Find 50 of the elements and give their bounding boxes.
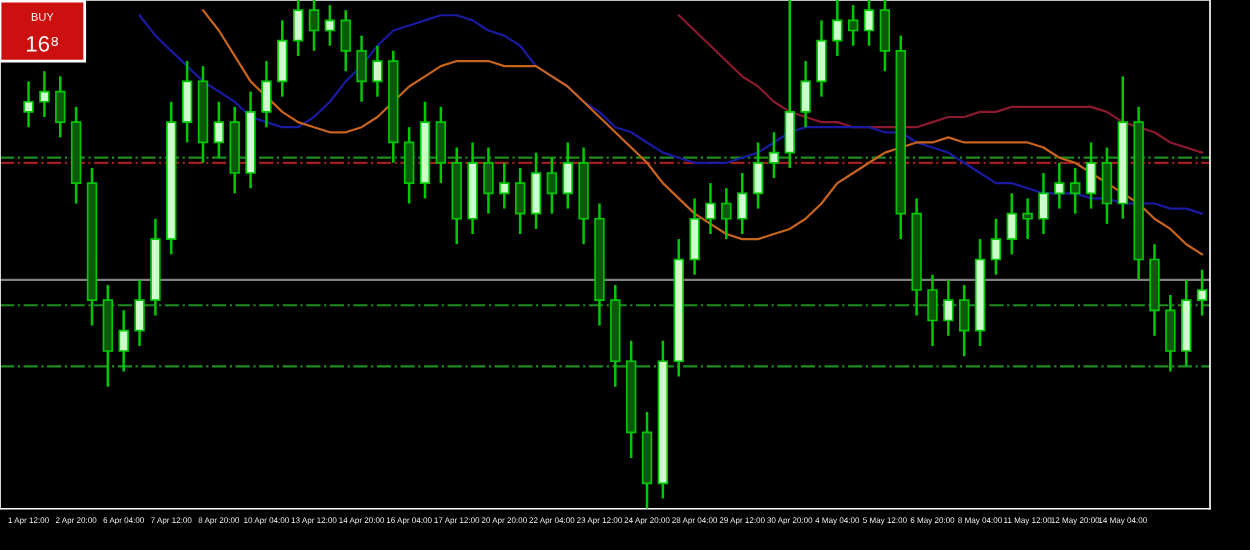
candlestick	[562, 141, 573, 210]
candlestick	[832, 0, 843, 58]
candlestick	[990, 217, 1002, 276]
candlestick	[340, 8, 351, 73]
candlestick	[403, 125, 415, 205]
candlestick	[134, 278, 145, 348]
candlestick	[800, 59, 811, 129]
candlestick	[752, 141, 764, 210]
candlestick	[499, 161, 510, 210]
candlestick	[736, 171, 748, 236]
candlestick	[879, 0, 891, 73]
candlestick	[943, 278, 954, 338]
annotation: 16⁸	[27, 36, 59, 52]
candlestick	[1085, 141, 1097, 210]
candlestick	[1038, 171, 1049, 236]
candlestick	[23, 80, 34, 129]
candlestick	[705, 181, 716, 236]
candlestick	[372, 44, 383, 98]
candlestick	[1101, 146, 1113, 226]
candlestick	[1006, 192, 1017, 256]
candlestick	[308, 0, 320, 53]
candlestick	[292, 0, 304, 58]
candlestick	[483, 146, 494, 215]
candlestick	[546, 156, 558, 215]
candlestick	[324, 3, 336, 48]
candlestick	[181, 59, 193, 144]
candlestick	[39, 69, 50, 119]
candlestick	[1196, 268, 1208, 317]
candlestick	[1022, 197, 1033, 241]
candlestick	[768, 131, 780, 180]
candlestick	[118, 309, 129, 373]
candlestick	[847, 3, 859, 48]
candlestick	[356, 34, 367, 103]
candlestick	[721, 186, 732, 241]
candlestick	[816, 19, 827, 98]
candlestick	[863, 0, 875, 48]
candlestick	[689, 197, 700, 276]
candlestick	[530, 151, 542, 231]
candlestick	[958, 283, 970, 358]
candlestick	[927, 273, 938, 348]
candlestick	[1165, 293, 1176, 373]
candlestick	[213, 100, 225, 159]
candlestick	[514, 166, 526, 236]
candlestick	[435, 105, 447, 185]
candlestick	[261, 59, 272, 129]
candlestick	[277, 19, 288, 98]
candlestick	[1070, 166, 1081, 215]
candlestick	[55, 75, 66, 139]
candlestick	[784, 0, 795, 170]
candlestick	[1054, 161, 1065, 210]
